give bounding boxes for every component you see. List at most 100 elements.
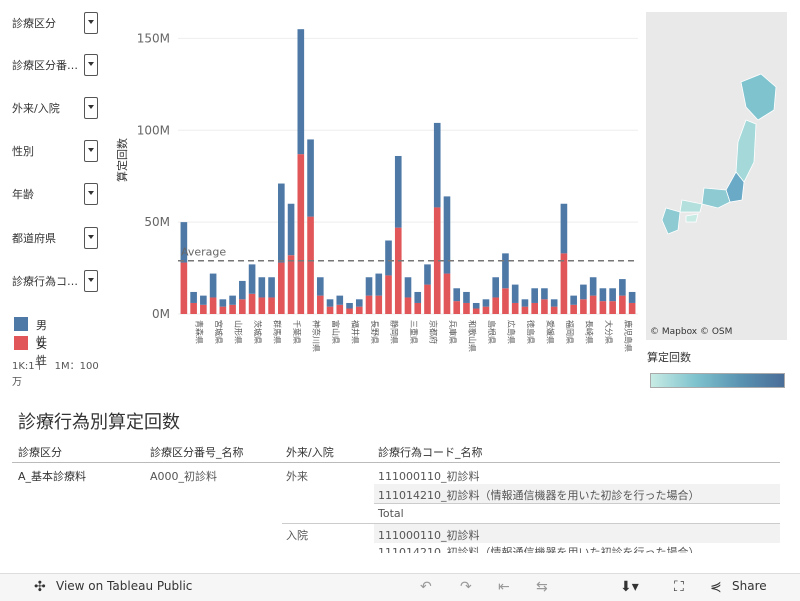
bar-male[interactable] [580,284,587,300]
bar-male[interactable] [628,291,636,303]
column-header[interactable]: 診療区分番号_名称 [150,446,244,459]
bar-male[interactable] [365,277,373,296]
table-cell[interactable]: A000_初診料 [150,470,218,483]
bar-female[interactable] [297,154,305,314]
bar-male[interactable] [521,299,529,307]
fullscreen-icon[interactable]: ⛶ [674,579,684,595]
table-cell[interactable]: 111014210_初診料（情報通信機器を用いた初診を行った場合） [378,546,700,553]
table-cell[interactable]: 111000110_初診料 [378,529,480,542]
bar-male[interactable] [307,139,314,217]
bar-female[interactable] [619,295,626,314]
bar-male[interactable] [346,302,353,309]
bar-female[interactable] [472,308,480,314]
bar-female[interactable] [521,306,529,314]
bar-female[interactable] [541,299,548,314]
table-cell[interactable]: 入院 [286,529,308,542]
bar-male[interactable] [414,291,422,303]
bar-female[interactable] [239,299,246,314]
bar-male[interactable] [375,273,383,296]
bar-female[interactable] [336,304,344,314]
bar-male[interactable] [258,277,266,298]
filter-gairai-nyuin[interactable]: 外来/入院 [12,97,100,119]
bar-female[interactable] [209,297,217,314]
bar-male[interactable] [599,288,607,302]
bar-female[interactable] [385,275,392,314]
bar-male[interactable] [326,299,334,307]
filter-koui-code[interactable]: 診療行為コ… [12,270,100,292]
refresh-icon[interactable]: ⇆ [536,579,548,595]
bar-male[interactable] [570,295,577,305]
bar-male[interactable] [190,291,197,303]
share-button[interactable]: Share [732,579,767,593]
bar-female[interactable] [219,306,227,314]
bar-female[interactable] [628,302,636,314]
bar-male[interactable] [287,203,295,256]
bar-female[interactable] [511,302,519,314]
bar-male[interactable] [531,288,538,303]
bar-female[interactable] [229,304,236,314]
bar-male[interactable] [589,277,597,296]
redo-icon[interactable]: ↷ [460,579,472,595]
bar-male[interactable] [336,295,344,305]
bar-male[interactable] [541,288,548,300]
bar-female[interactable] [180,262,188,314]
bar-female[interactable] [365,295,373,314]
bar-male[interactable] [268,277,275,298]
bar-female[interactable] [482,306,490,314]
bar-female[interactable] [248,293,256,314]
bar-female[interactable] [278,262,285,314]
bar-female[interactable] [190,302,197,314]
bar-male[interactable] [229,295,236,305]
bar-female[interactable] [560,253,568,314]
bar-female[interactable] [404,297,412,314]
filter-kubun-bango[interactable]: 診療区分番… [12,54,100,76]
bar-male[interactable] [502,253,509,289]
bar-male[interactable] [355,299,363,307]
bar-female[interactable] [287,255,295,314]
bar-male[interactable] [492,277,500,298]
undo-icon[interactable]: ↶ [420,579,432,595]
bar-male[interactable] [550,299,558,307]
filter-shinryo-kubun[interactable]: 診療区分 [12,12,100,34]
download-icon[interactable]: ⬇▾ [620,579,639,595]
bar-male[interactable] [248,264,256,294]
bar-male[interactable] [560,203,568,254]
table-cell[interactable]: 外来 [286,470,308,483]
bar-female[interactable] [589,295,597,314]
bar-female[interactable] [453,301,461,314]
bar-male[interactable] [482,299,490,307]
column-header[interactable]: 診療行為コード_名称 [378,446,483,459]
bar-female[interactable] [394,227,402,314]
bar-female[interactable] [200,304,207,314]
bar-male[interactable] [424,264,431,285]
bar-female[interactable] [463,302,470,314]
bar-male[interactable] [609,288,616,302]
bar-female[interactable] [346,308,353,314]
bar-male[interactable] [463,291,470,303]
bar-female[interactable] [531,302,538,314]
dropdown-arrow-icon[interactable] [84,12,98,34]
bar-female[interactable] [326,306,334,314]
bar-female[interactable] [492,297,500,314]
share-icon[interactable]: ⋞ [710,579,722,595]
filter-nenrei[interactable]: 年齢 [12,183,100,205]
bar-female[interactable] [550,306,558,314]
bar-male[interactable] [209,273,217,298]
table-cell[interactable]: 111000110_初診料 [378,470,480,483]
bar-male[interactable] [278,183,285,263]
column-header[interactable]: 外来/入院 [286,446,334,459]
bar-female[interactable] [580,299,587,314]
bar-female[interactable] [414,302,422,314]
table-cell[interactable]: 111014210_初診料（情報通信機器を用いた初診を行った場合） [378,489,700,502]
bar-female[interactable] [375,295,383,314]
bar-female[interactable] [424,284,431,314]
dropdown-arrow-icon[interactable] [84,227,98,249]
bar-male[interactable] [404,277,412,298]
bar-female[interactable] [268,297,275,314]
dropdown-arrow-icon[interactable] [84,183,98,205]
dropdown-arrow-icon[interactable] [84,140,98,162]
revert-icon[interactable]: ⇤ [498,579,510,595]
view-on-tableau-link[interactable]: View on Tableau Public [56,579,193,593]
bar-male[interactable] [316,277,324,296]
bar-female[interactable] [570,304,577,314]
